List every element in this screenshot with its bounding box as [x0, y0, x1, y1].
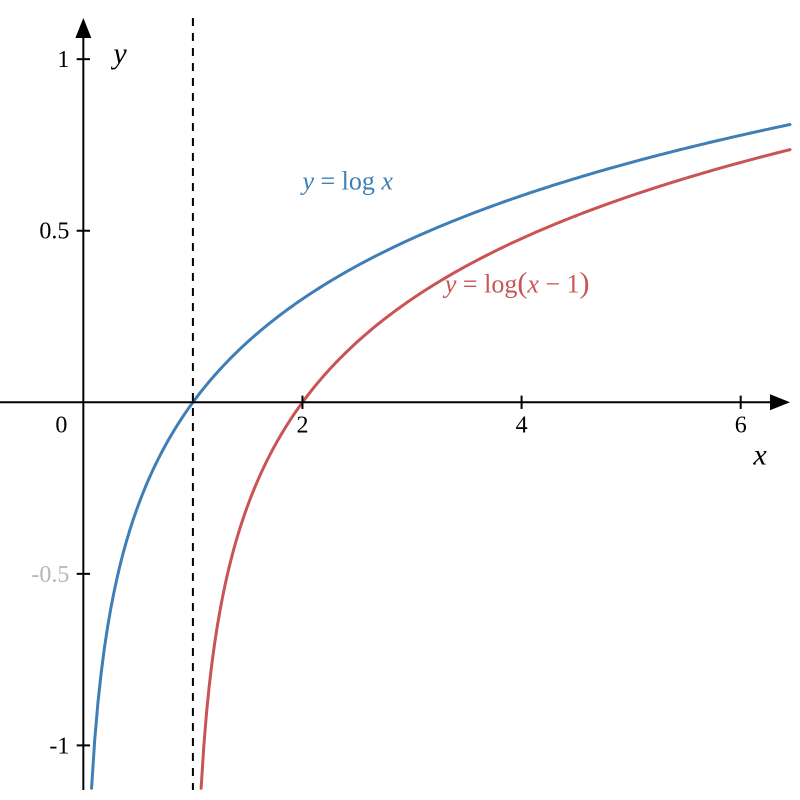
- log-chart: 0 2 4 6 -1 -0.5 0.5 1 y x y = log x y = log(x − 1): [0, 0, 800, 800]
- curve-logx: [92, 125, 790, 789]
- x-axis-label: x: [752, 438, 767, 471]
- x-tick-label: 4: [516, 412, 528, 438]
- y-tick-label: -1: [49, 733, 69, 759]
- y-tick-label: -0.5: [31, 562, 69, 588]
- y-tick-label: 0.5: [39, 219, 69, 245]
- x-axis-arrow: [770, 394, 790, 410]
- curve-label-logx1: y = log(x − 1): [442, 266, 590, 299]
- y-axis-label: y: [110, 37, 127, 70]
- curve-label-logx: y = log x: [299, 167, 393, 196]
- x-tick-label: 6: [735, 412, 747, 438]
- curves-group: [92, 125, 790, 789]
- y-tick-label: 1: [57, 47, 69, 73]
- x-tick-label: 2: [296, 412, 308, 438]
- x-tick-label: 0: [55, 412, 67, 438]
- y-axis-arrow: [75, 18, 91, 38]
- curve-logx1: [201, 150, 790, 789]
